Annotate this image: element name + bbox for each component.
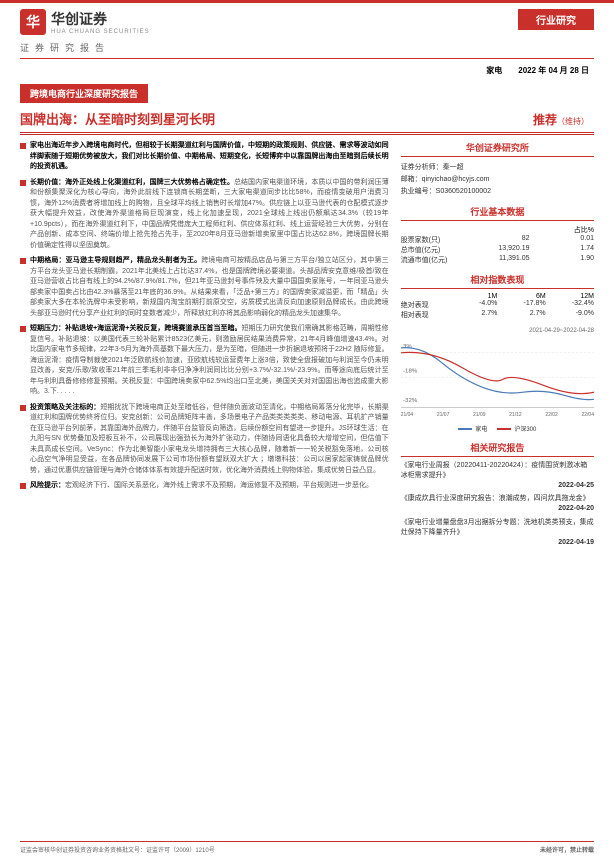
bullet-icon [20, 180, 26, 186]
related-item[interactable]: 《康成炊具行业深度研究报告：浪潮成势，四问炊具拖龙金》2022-04-20 [401, 494, 594, 514]
footer-left: 证监会审核华创证券投资咨询业务资格批文号：证监许可（2009）1210号 [20, 845, 215, 854]
logo-text-en: HUA CHUANG SECURITIES [51, 29, 150, 35]
industry-tag: 行业研究 [518, 9, 594, 30]
chart-date-range: 2021-04-29~2022-04-28 [401, 328, 594, 334]
logo-block: 华 华创证券 HUA CHUANG SECURITIES [20, 9, 150, 35]
svg-text:-18%: -18% [403, 369, 418, 375]
bullet-icon [20, 483, 26, 489]
bullet-item: 短期压力：补贴退坡+海运泥滑+关税反复，跨境赛道承压首当至暗。短期压力研究使我们… [20, 324, 389, 398]
footer-right: 未经许可，禁止转载 [540, 845, 594, 854]
bullet-icon [20, 143, 26, 149]
table-row: 总市值(亿元)13,920.191.74 [401, 245, 594, 255]
related-title: 相关研究报告 [401, 441, 594, 457]
perf-title: 相对指数表现 [401, 273, 594, 289]
chart-legend: 家电 沪深300 [401, 424, 594, 433]
related-reports: 《家电行业周报（20220411-20220424）：疫情围货刺激冰箱冰柜需求提… [401, 461, 594, 547]
related-item[interactable]: 《家电行业增量盘盘3月出据拆分专题：洗地机类类预支，集成灶保持下降量齐升》202… [401, 518, 594, 547]
table-row: 流通市值(亿元)11,391.051.90 [401, 255, 594, 265]
industry-data-title: 行业基本数据 [401, 205, 594, 221]
sector-label: 家电 [486, 65, 502, 76]
svg-text:3%: 3% [403, 344, 412, 350]
industry-data-table: 占比% 股票家数(只)820.01 总市值(亿元)13,920.191.74 流… [401, 225, 594, 265]
bullet-item: 风险提示：宏观经济下行、国际关系恶化，海外线上需求不及预期，海运修复不及预期，平… [20, 481, 389, 492]
org-title: 华创证券研究所 [401, 141, 594, 157]
report-type-subtitle: 证券研究报告 [0, 39, 614, 56]
bullet-icon [20, 258, 26, 264]
main-title: 国牌出海：从至暗时刻到星河长明 [20, 109, 215, 128]
category-bar: 跨境电商行业深度研究报告 [20, 84, 148, 103]
table-row: 股票家数(只)820.01 [401, 235, 594, 245]
analyst-email: 邮箱：qinyichao@hcyjs.com [401, 173, 594, 185]
bullet-item: 投资策略及关注标的：短期扰扰下跨境电商正处至暗低谷，但伴随负面波动至清化，中期格… [20, 403, 389, 477]
rating: 推荐（维持） [533, 111, 589, 128]
analyst-license: 执业编号：S0360520100002 [401, 185, 594, 197]
performance-chart: 3% -18% -32% [401, 338, 594, 408]
bullet-item: 家电出海近年步入跨境电商时代，但相较于长期渠道红利与国牌价值，中短期的政策规则、… [20, 141, 389, 173]
perf-table: 1M6M12M 绝对表现-4.0%-17.8%-32.4% 相对表现2.7%2.… [401, 293, 594, 320]
logo-text-cn: 华创证券 [51, 9, 150, 29]
bullet-item: 长期价值：海外正处线上化渠道红利，国牌三大优势格占确定性。总结国内家电渠道环境，… [20, 178, 389, 252]
report-date: 2022 年 04 月 28 日 [518, 65, 589, 76]
table-row: 相对表现2.7%2.7%-9.0% [401, 310, 594, 320]
bullet-item: 中期格局：亚马逊主导规则趋严，精品龙头削者为王。跨境电商可按精品店品与第三方平台… [20, 256, 389, 319]
chart-x-labels: 21/0421/0721/0921/1222/0222/04 [401, 412, 594, 418]
related-item[interactable]: 《家电行业周报（20220411-20220424）：疫情围货刺激冰箱冰柜需求提… [401, 461, 594, 490]
logo-icon: 华 [20, 9, 46, 35]
bullet-icon [20, 405, 26, 411]
table-row: 绝对表现-4.0%-17.8%-32.4% [401, 300, 594, 310]
bullet-icon [20, 326, 26, 332]
svg-text:-32%: -32% [403, 398, 418, 404]
analyst-name: 证券分析师：秦一超 [401, 161, 594, 173]
body-left-column: 家电出海近年步入跨境电商时代，但相较于长期渠道红利与国牌价值，中短期的政策规则、… [20, 141, 389, 551]
